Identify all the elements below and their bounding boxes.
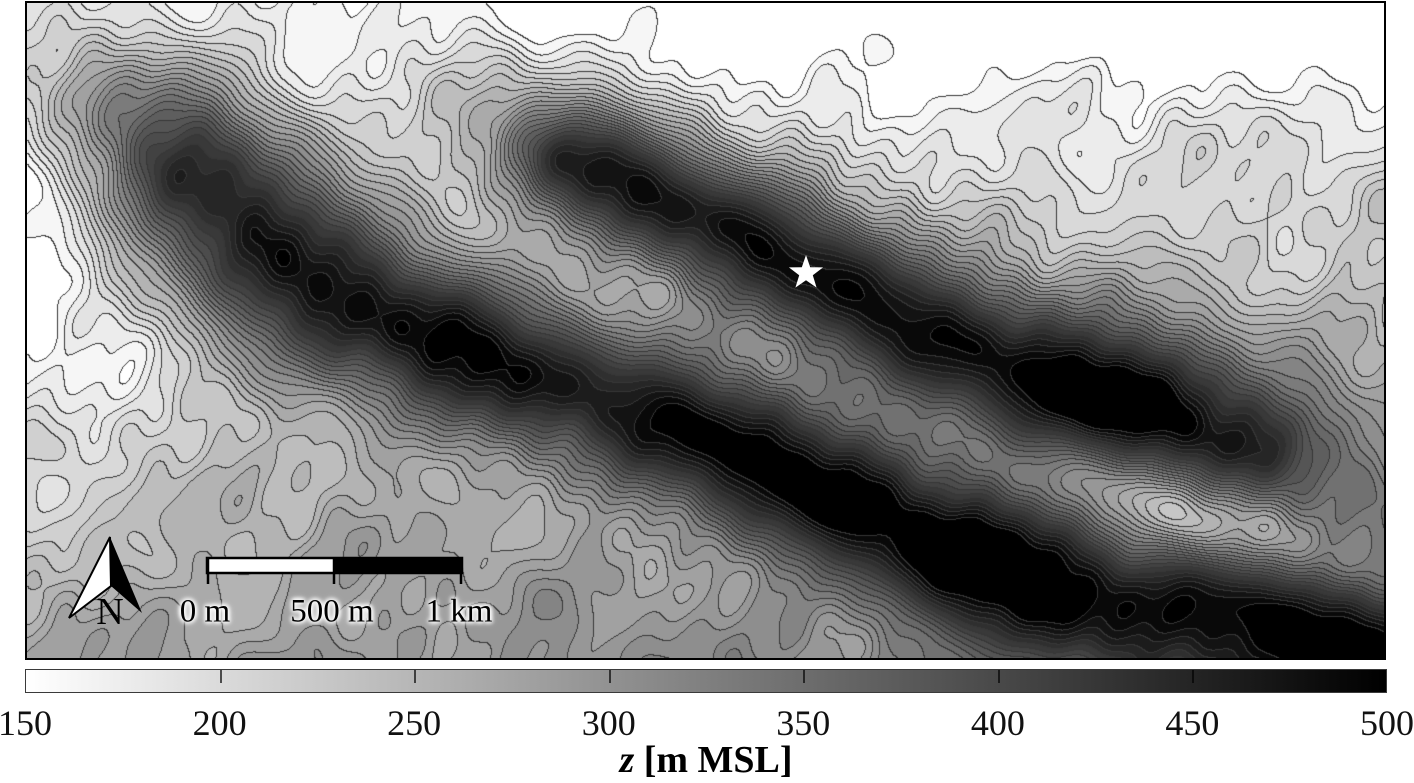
scale-bar-black-segment	[334, 558, 462, 573]
colorbar-axis-label-z: z	[619, 739, 635, 781]
colorbar-axis-label-units: [m MSL]	[634, 739, 793, 781]
colorbar-tick	[608, 670, 611, 683]
colorbar-tick	[414, 670, 417, 683]
colorbar-tick	[803, 670, 806, 683]
colorbar-tick	[997, 670, 1000, 683]
colorbar	[25, 669, 1387, 693]
colorbar-tick	[1192, 670, 1195, 683]
contour-canvas	[27, 3, 1384, 658]
colorbar-tick-label: 500	[1360, 703, 1414, 743]
colorbar-tick	[219, 670, 222, 683]
north-label: N	[96, 591, 123, 633]
star-marker-icon	[788, 255, 824, 288]
colorbar-tick-label: 200	[192, 703, 247, 743]
scale-bar-label-0m: 0 m	[179, 593, 231, 630]
colorbar-tick-label: 400	[970, 703, 1025, 743]
colorbar-tick-label: 150	[0, 703, 52, 743]
contour-map: N 0 m 500 m 1 km	[25, 1, 1386, 660]
colorbar-tick-label: 250	[387, 703, 442, 743]
colorbar-tick-label: 450	[1165, 703, 1220, 743]
colorbar-tick-label: 300	[581, 703, 636, 743]
scale-bar	[205, 556, 464, 584]
north-arrow-black-half	[110, 537, 142, 613]
scale-bar-label-500m: 500 m	[290, 593, 374, 630]
colorbar-axis-label: z [m MSL]	[619, 738, 792, 782]
map-overlay: N	[68, 255, 824, 633]
scale-bar-label-1km: 1 km	[425, 593, 493, 630]
north-arrow: N	[68, 536, 142, 633]
colorbar-tick-label: 350	[776, 703, 831, 743]
